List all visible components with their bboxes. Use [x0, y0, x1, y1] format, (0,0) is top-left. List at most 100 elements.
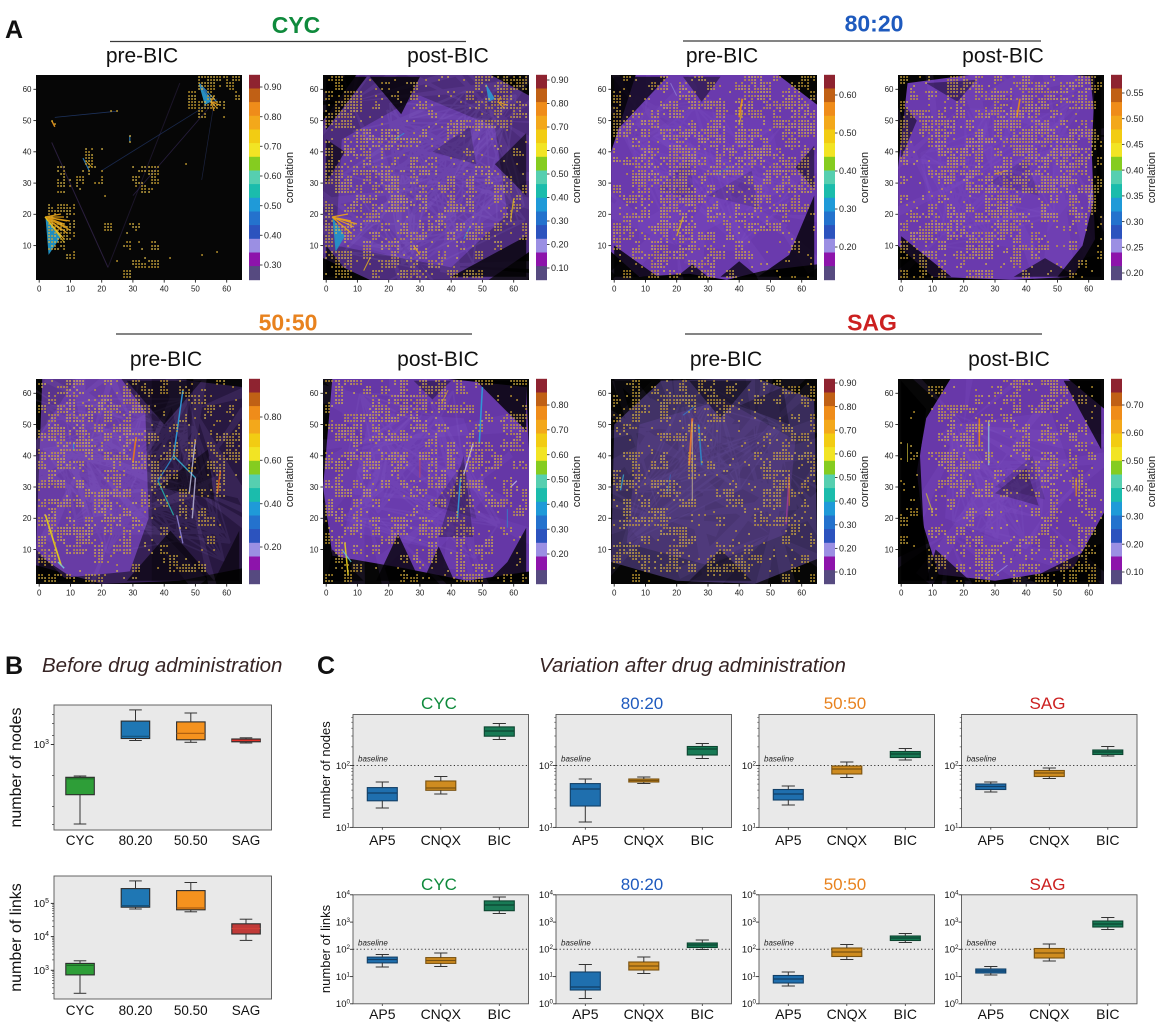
- svg-text:0.50: 0.50: [264, 201, 282, 211]
- svg-text:0.20: 0.20: [551, 549, 569, 559]
- svg-text:50: 50: [885, 420, 894, 429]
- svg-text:10: 10: [310, 241, 319, 250]
- svg-text:30: 30: [23, 179, 32, 188]
- svg-text:0.55: 0.55: [1126, 88, 1144, 98]
- svg-text:103: 103: [539, 917, 554, 929]
- svg-text:post-BIC: post-BIC: [407, 45, 489, 68]
- svg-text:AP5: AP5: [572, 1006, 599, 1022]
- svg-text:0.20: 0.20: [264, 542, 282, 552]
- svg-text:20: 20: [310, 210, 319, 219]
- svg-text:104: 104: [336, 890, 351, 902]
- svg-text:0.80: 0.80: [551, 99, 569, 109]
- svg-text:0.80: 0.80: [264, 112, 282, 122]
- svg-text:0.60: 0.60: [264, 456, 282, 466]
- svg-text:40: 40: [885, 452, 894, 461]
- svg-text:0.40: 0.40: [551, 500, 569, 510]
- svg-text:SAG: SAG: [1030, 694, 1066, 713]
- svg-text:0.80: 0.80: [839, 402, 857, 412]
- svg-text:40: 40: [735, 589, 744, 598]
- svg-text:AP5: AP5: [775, 1006, 802, 1022]
- svg-text:correlation: correlation: [284, 456, 296, 507]
- svg-text:101: 101: [742, 971, 757, 983]
- svg-text:104: 104: [944, 890, 959, 902]
- svg-text:CYC: CYC: [421, 694, 457, 713]
- svg-text:40: 40: [735, 285, 744, 294]
- svg-text:pre-BIC: pre-BIC: [106, 45, 178, 68]
- svg-text:102: 102: [539, 760, 554, 772]
- svg-text:20: 20: [959, 589, 968, 598]
- svg-text:0.40: 0.40: [839, 496, 857, 506]
- svg-text:B: B: [5, 652, 23, 680]
- svg-text:50: 50: [478, 285, 487, 294]
- svg-text:10: 10: [641, 285, 650, 294]
- svg-text:0.50: 0.50: [839, 128, 857, 138]
- svg-text:baseline: baseline: [764, 755, 794, 764]
- svg-text:101: 101: [944, 971, 959, 983]
- svg-text:10: 10: [885, 241, 894, 250]
- svg-text:0.30: 0.30: [551, 524, 569, 534]
- svg-text:pre-BIC: pre-BIC: [686, 45, 758, 68]
- svg-text:CYC: CYC: [421, 875, 457, 894]
- svg-text:Before drug administration: Before drug administration: [42, 654, 282, 677]
- svg-text:0.70: 0.70: [551, 425, 569, 435]
- svg-text:30: 30: [310, 179, 319, 188]
- svg-text:0: 0: [37, 589, 42, 598]
- svg-text:number of links: number of links: [318, 904, 333, 993]
- svg-text:102: 102: [944, 944, 959, 956]
- svg-text:102: 102: [539, 944, 554, 956]
- svg-text:30: 30: [310, 483, 319, 492]
- svg-text:CNQX: CNQX: [624, 1006, 665, 1022]
- svg-text:0: 0: [37, 285, 42, 294]
- svg-text:101: 101: [539, 971, 554, 983]
- svg-text:SAG: SAG: [847, 310, 897, 336]
- svg-text:60: 60: [509, 285, 518, 294]
- svg-text:0.50: 0.50: [1126, 114, 1144, 124]
- svg-text:0.20: 0.20: [839, 544, 857, 554]
- svg-text:30: 30: [128, 589, 137, 598]
- svg-text:40: 40: [447, 285, 456, 294]
- svg-text:0.30: 0.30: [551, 216, 569, 226]
- svg-text:CNQX: CNQX: [421, 1006, 462, 1022]
- svg-text:BIC: BIC: [894, 832, 917, 848]
- svg-text:20: 20: [23, 514, 32, 523]
- svg-text:40: 40: [23, 452, 32, 461]
- svg-text:40: 40: [160, 285, 169, 294]
- svg-text:0.50: 0.50: [839, 473, 857, 483]
- svg-text:correlation: correlation: [859, 456, 871, 507]
- svg-text:50:50: 50:50: [824, 875, 867, 894]
- svg-text:60: 60: [1084, 285, 1093, 294]
- svg-text:60: 60: [885, 85, 894, 94]
- svg-text:50:50: 50:50: [824, 694, 867, 713]
- svg-text:0.80: 0.80: [551, 400, 569, 410]
- svg-text:103: 103: [336, 917, 351, 929]
- svg-text:80:20: 80:20: [621, 875, 664, 894]
- svg-text:40: 40: [310, 452, 319, 461]
- svg-text:0.60: 0.60: [551, 146, 569, 156]
- svg-text:30: 30: [415, 285, 424, 294]
- svg-text:0: 0: [899, 285, 904, 294]
- svg-text:40: 40: [310, 148, 319, 157]
- svg-text:correlation: correlation: [1146, 152, 1158, 203]
- svg-text:0.45: 0.45: [1126, 140, 1144, 150]
- svg-text:60: 60: [23, 85, 32, 94]
- svg-text:10: 10: [23, 241, 32, 250]
- svg-text:0.60: 0.60: [551, 450, 569, 460]
- svg-text:30: 30: [598, 483, 607, 492]
- svg-text:correlation: correlation: [284, 152, 296, 203]
- svg-text:AP5: AP5: [572, 832, 599, 848]
- svg-text:60: 60: [797, 285, 806, 294]
- svg-text:40: 40: [598, 452, 607, 461]
- svg-text:100: 100: [539, 999, 554, 1011]
- svg-text:20: 20: [672, 589, 681, 598]
- svg-text:0.60: 0.60: [264, 171, 282, 181]
- svg-text:102: 102: [742, 760, 757, 772]
- svg-text:50: 50: [598, 116, 607, 125]
- svg-text:0.10: 0.10: [551, 263, 569, 273]
- svg-text:CYC: CYC: [66, 1003, 95, 1018]
- svg-text:80:20: 80:20: [845, 11, 904, 37]
- svg-text:baseline: baseline: [967, 755, 997, 764]
- svg-text:20: 20: [97, 285, 106, 294]
- svg-text:CNQX: CNQX: [1029, 1006, 1070, 1022]
- svg-text:60: 60: [509, 589, 518, 598]
- svg-text:0.70: 0.70: [839, 425, 857, 435]
